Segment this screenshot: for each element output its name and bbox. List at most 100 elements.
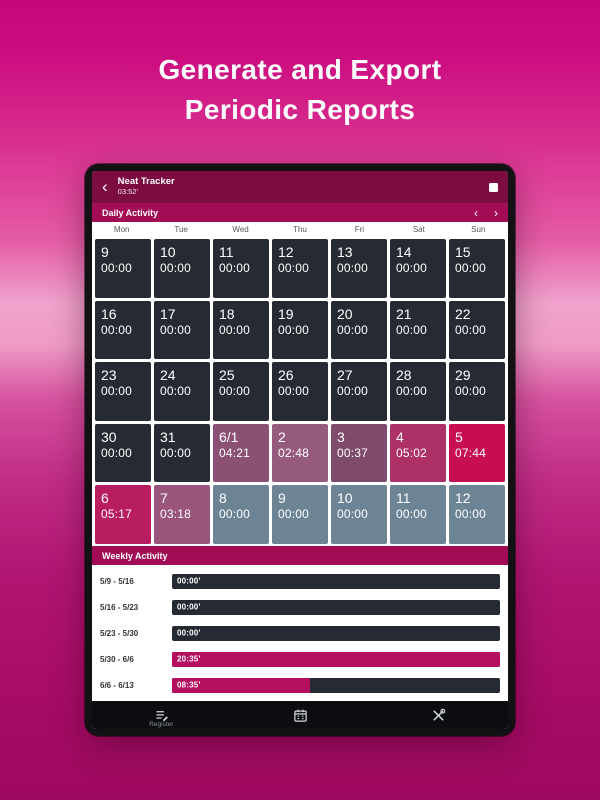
calendar-day-cell[interactable]: 20 00:00 (331, 300, 387, 360)
page-title: Generate and Export Periodic Reports (0, 50, 600, 130)
calendar-day-cell[interactable]: 5 07:44 (449, 423, 505, 483)
day-duration: 02:48 (278, 445, 310, 460)
app-title: Neat Tracker (117, 176, 175, 188)
calendar-day-cell[interactable]: 19 00:00 (272, 300, 328, 360)
stop-icon[interactable] (489, 182, 498, 192)
register-icon (156, 710, 168, 721)
calendar-day-cell[interactable]: 14 00:00 (390, 239, 446, 298)
calendar-day-cell[interactable]: 16 00:00 (95, 300, 151, 360)
day-number: 30 (101, 428, 117, 445)
day-duration: 00:00 (337, 384, 369, 399)
week-range-label: 5/16 - 5/23 (100, 602, 139, 612)
day-duration: 00:00 (455, 261, 487, 276)
day-duration: 00:00 (396, 322, 428, 337)
calendar-grid: 9 00:00 10 00:00 11 00:00 12 00:00 13 00:00 14 00:0… (92, 237, 508, 546)
day-number: 10 (337, 490, 353, 507)
calendar-day-cell[interactable]: 7 03:18 (154, 485, 210, 544)
day-duration: 05:02 (396, 445, 428, 460)
weekly-duration-label: 00:00' (177, 576, 201, 586)
nav-tab-tools[interactable] (369, 701, 508, 729)
calendar-day-cell[interactable]: 10 00:00 (154, 239, 210, 298)
weekly-duration-label: 00:00' (177, 602, 201, 612)
weekly-activity-header: Weekly Activity (92, 546, 508, 565)
calendar-day-cell[interactable]: 25 00:00 (213, 362, 269, 421)
next-period-icon[interactable]: › (494, 205, 498, 220)
calendar-day-cell[interactable]: 28 00:00 (390, 362, 446, 421)
calendar-day-cell[interactable]: 31 00:00 (154, 423, 210, 483)
day-number: 5 (455, 428, 463, 445)
day-duration: 00:00 (337, 507, 369, 522)
day-duration: 00:00 (160, 384, 192, 399)
calendar-day-cell[interactable]: 17 00:00 (154, 300, 210, 360)
day-duration: 00:00 (396, 507, 428, 522)
calendar-day-cell[interactable]: 18 00:00 (213, 300, 269, 360)
day-number: 18 (219, 305, 235, 322)
day-number: 15 (455, 244, 471, 260)
calendar-day-cell[interactable]: 12 00:00 (272, 239, 328, 298)
day-number: 6/1 (219, 428, 239, 445)
calendar-day-cell[interactable]: 12 00:00 (449, 485, 505, 544)
calendar-day-cell[interactable]: 29 00:00 (449, 362, 505, 421)
calendar-day-cell[interactable]: 30 00:00 (95, 423, 151, 483)
day-number: 6 (101, 490, 109, 507)
calendar-day-cell[interactable]: 22 00:00 (449, 300, 505, 360)
day-duration: 00:00 (337, 322, 369, 337)
app-screen: ‹ Neat Tracker 03:52' Daily Activity ‹ ›… (92, 171, 508, 729)
back-icon[interactable]: ‹ (102, 176, 108, 196)
day-number: 10 (160, 244, 176, 260)
nav-tab-register[interactable]: Register (92, 701, 231, 729)
calendar-day-cell[interactable]: 23 00:00 (95, 362, 151, 421)
day-duration: 00:00 (101, 261, 133, 276)
calendar-day-cell[interactable]: 11 00:00 (390, 485, 446, 544)
calendar-day-cell[interactable]: 15 00:00 (449, 239, 505, 298)
calendar-day-cell[interactable]: 6/1 04:21 (213, 423, 269, 483)
calendar-day-cell[interactable]: 3 00:37 (331, 423, 387, 483)
day-number: 27 (337, 367, 353, 384)
nav-tab-calendar[interactable] (231, 701, 370, 729)
week-range-label: 6/6 - 6/13 (100, 680, 134, 690)
day-number: 11 (219, 244, 234, 260)
weekday-label: Thu (293, 225, 307, 234)
day-number: 19 (278, 305, 294, 322)
weekly-bar-fill (172, 651, 500, 667)
week-range-label: 5/30 - 6/6 (100, 654, 134, 664)
day-duration: 00:00 (455, 384, 487, 399)
page-title-line1: Generate and Export (158, 54, 442, 85)
calendar-day-cell[interactable]: 6 05:17 (95, 485, 151, 544)
day-number: 12 (278, 244, 294, 260)
calendar-day-cell[interactable]: 8 00:00 (213, 485, 269, 544)
calendar-day-cell[interactable]: 13 00:00 (331, 239, 387, 298)
day-duration: 00:00 (219, 322, 251, 337)
weekday-label: Mon (113, 225, 130, 234)
day-duration: 00:00 (278, 322, 310, 337)
day-number: 23 (101, 367, 117, 384)
day-duration: 05:17 (101, 507, 133, 522)
prev-period-icon[interactable]: ‹ (474, 205, 478, 220)
calendar-day-cell[interactable]: 24 00:00 (154, 362, 210, 421)
calendar-day-cell[interactable]: 4 05:02 (390, 423, 446, 483)
weekday-header-row: Mon Tue Wed Thu Fri Sat Sun (92, 222, 508, 237)
calendar-day-cell[interactable]: 9 00:00 (272, 485, 328, 544)
calendar-day-cell[interactable]: 2 02:48 (272, 423, 328, 483)
day-number: 4 (396, 428, 404, 445)
bottom-nav: Register (92, 701, 508, 729)
day-duration: 00:00 (337, 261, 369, 276)
day-number: 2 (278, 428, 286, 445)
weekly-duration-label: 08:35' (177, 680, 201, 690)
day-number: 25 (219, 367, 235, 384)
day-number: 7 (160, 490, 168, 507)
calendar-day-cell[interactable]: 11 00:00 (213, 239, 269, 298)
weekday-label: Sun (471, 225, 486, 234)
day-duration: 00:00 (219, 507, 251, 522)
calendar-day-cell[interactable]: 9 00:00 (95, 239, 151, 298)
calendar-day-cell[interactable]: 27 00:00 (331, 362, 387, 421)
day-number: 22 (455, 305, 471, 322)
week-range-label: 5/23 - 5/30 (100, 628, 139, 638)
app-header-titles: Neat Tracker 03:52' (117, 176, 175, 197)
day-duration: 00:00 (278, 261, 310, 276)
day-duration: 00:00 (278, 384, 310, 399)
calendar-day-cell[interactable]: 26 00:00 (272, 362, 328, 421)
calendar-day-cell[interactable]: 21 00:00 (390, 300, 446, 360)
calendar-day-cell[interactable]: 10 00:00 (331, 485, 387, 544)
